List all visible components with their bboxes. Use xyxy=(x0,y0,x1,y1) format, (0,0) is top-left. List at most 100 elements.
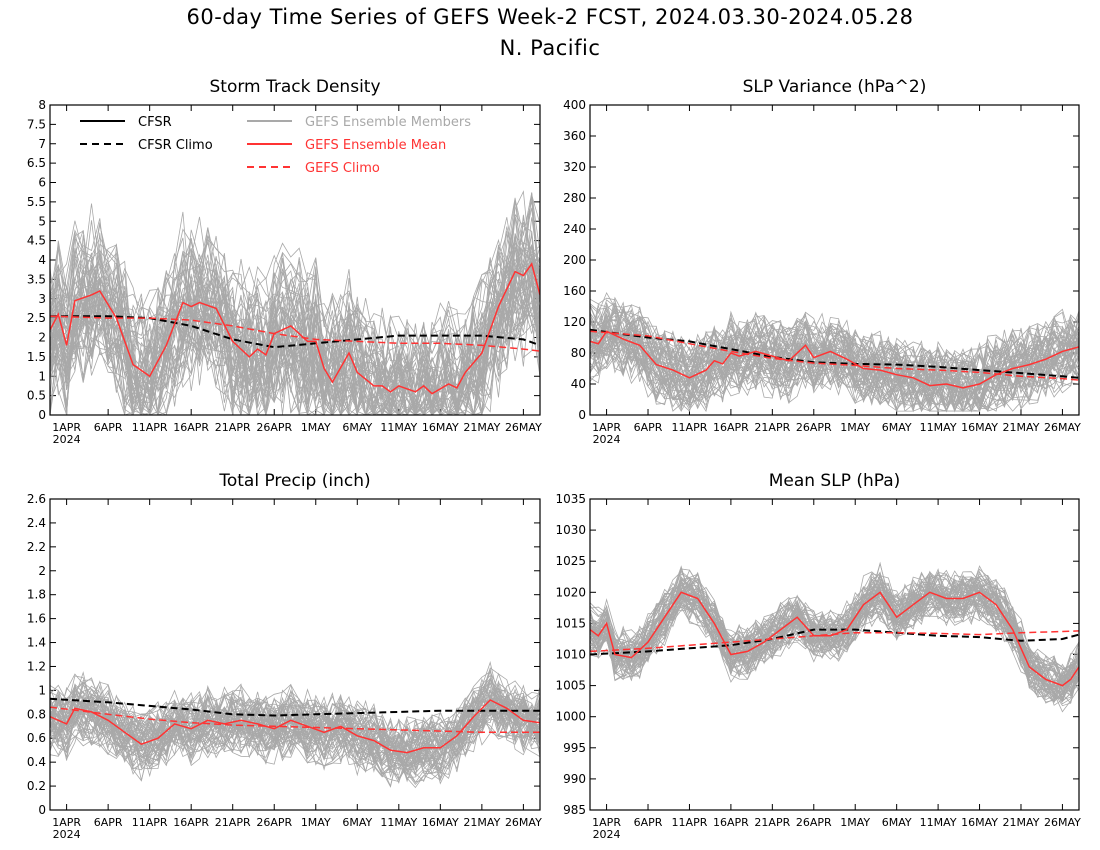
ensemble-member-line xyxy=(50,702,540,788)
x-tick-label: 21MAY xyxy=(463,421,500,434)
y-tick-label: 1.8 xyxy=(27,588,46,602)
series-lines xyxy=(50,697,540,754)
x-tick-label: 16MAY xyxy=(961,816,998,829)
y-tick-label: 1005 xyxy=(555,679,586,693)
x-tick-label: 1MAY xyxy=(301,816,331,829)
plot-frame xyxy=(589,104,1080,416)
x-tick-label: 21APR xyxy=(754,816,790,829)
gefs-climo-line xyxy=(590,630,1079,653)
plot-frame xyxy=(49,104,541,416)
ensemble-members xyxy=(590,561,1079,713)
y-tick-label: 0 xyxy=(38,803,46,817)
ensemble-member-line xyxy=(590,326,1079,413)
x-tick-label: 21APR xyxy=(754,421,790,434)
y-tick-label: 0 xyxy=(578,408,586,422)
x-tick-label: 1APR xyxy=(592,421,621,434)
x-tick-label: 11MAY xyxy=(380,816,417,829)
y-tick-label: 8 xyxy=(38,98,46,112)
y-tick-label: 280 xyxy=(563,191,586,205)
chart-title: Storm Track Density xyxy=(209,77,380,97)
x-tick-label: 11APR xyxy=(132,816,168,829)
x-year-label: 2024 xyxy=(593,828,621,841)
y-tick-label: 120 xyxy=(563,315,586,329)
y-tick-label: 1010 xyxy=(555,648,586,662)
x-tick-label: 11MAY xyxy=(380,421,417,434)
ensemble-member-line xyxy=(50,697,540,771)
x-tick-label: 21MAY xyxy=(1003,816,1040,829)
x-tick-label: 6MAY xyxy=(342,421,372,434)
ensemble-member-line xyxy=(50,690,540,766)
x-tick-label: 11APR xyxy=(672,421,708,434)
y-tick-label: 0.6 xyxy=(27,731,46,745)
legend-cfsr-label: CFSR xyxy=(138,115,172,130)
y-tick-label: 1.2 xyxy=(27,659,46,673)
y-tick-label: 400 xyxy=(563,98,586,112)
ensemble-member-line xyxy=(50,231,540,410)
ensemble-member-line xyxy=(50,211,540,382)
legend-ens-mean-label: GEFS Ensemble Mean xyxy=(305,138,446,153)
x-tick-label: 1MAY xyxy=(301,421,331,434)
chart-panel-3: Total Precip (inch) 0 0.2 0.4 0.6 0.8 1 1.2 1.4 1… xyxy=(27,471,542,841)
gefs-climo-line xyxy=(50,706,540,734)
figure-title-line1: 60-day Time Series of GEFS Week-2 FCST, … xyxy=(186,5,914,29)
y-tick-label: 2.2 xyxy=(27,540,46,554)
y-tick-label: 1 xyxy=(38,683,46,697)
x-tick-label: 6MAY xyxy=(342,816,372,829)
y-tick-label: 0.2 xyxy=(27,779,46,793)
x-tick-label: 16APR xyxy=(173,816,209,829)
ensemble-members xyxy=(590,291,1079,413)
y-tick-label: 990 xyxy=(563,772,586,786)
ensemble-member-line xyxy=(50,255,540,415)
y-tick-label: 2 xyxy=(38,331,46,345)
y-tick-label: 240 xyxy=(563,222,586,236)
x-year-label: 2024 xyxy=(53,828,81,841)
x-tick-label: 26APR xyxy=(796,816,832,829)
y-tick-label: 2.5 xyxy=(27,311,46,325)
ensemble-mean-line xyxy=(50,699,540,754)
ensemble-member-line xyxy=(590,586,1079,700)
x-tick-label: 6MAY xyxy=(882,816,912,829)
x-tick-label: 21APR xyxy=(215,816,251,829)
x-tick-label: 16MAY xyxy=(422,421,459,434)
plot-frame xyxy=(49,498,541,811)
x-tick-label: 11MAY xyxy=(920,421,957,434)
ensemble-member-line xyxy=(50,200,540,397)
ensemble-member-line xyxy=(590,321,1079,395)
cfsr-climo-line xyxy=(590,628,1079,656)
ensemble-member-line xyxy=(50,674,540,752)
y-tick-label: 1.6 xyxy=(27,612,46,626)
ensemble-member-line xyxy=(590,578,1079,701)
x-tick-label: 26MAY xyxy=(505,816,542,829)
y-tick-label: 4.5 xyxy=(27,234,46,248)
y-tick-label: 4 xyxy=(38,253,46,267)
ensemble-member-line xyxy=(50,268,540,415)
y-tick-label: 1000 xyxy=(555,710,586,724)
ensemble-member-line xyxy=(50,697,540,767)
x-tick-label: 16MAY xyxy=(961,421,998,434)
chart-title: Mean SLP (hPa) xyxy=(769,471,901,491)
x-tick-label: 11MAY xyxy=(920,816,957,829)
figure-title-line2: N. Pacific xyxy=(499,36,601,60)
y-tick-label: 1020 xyxy=(555,585,586,599)
ensemble-member-line xyxy=(50,686,540,758)
ensemble-member-line xyxy=(50,672,540,764)
ensemble-member-line xyxy=(50,707,540,783)
y-tick-label: 5.5 xyxy=(27,195,46,209)
gefs-climo-line xyxy=(50,315,540,352)
chart-panel-1: Storm Track Density 0 0.5 1 1.5 2 2.5 3 3.5 4 4.5 5… xyxy=(27,77,542,446)
x-tick-label: 6APR xyxy=(94,816,123,829)
ensemble-member-line xyxy=(50,242,540,415)
y-tick-label: 6.5 xyxy=(27,156,46,170)
x-tick-label: 11APR xyxy=(132,421,168,434)
y-tick-label: 1.4 xyxy=(27,636,46,650)
ensemble-member-line xyxy=(590,315,1079,399)
x-tick-label: 1MAY xyxy=(840,816,870,829)
y-tick-label: 1025 xyxy=(555,554,586,568)
ensemble-member-line xyxy=(50,718,540,778)
x-tick-label: 21APR xyxy=(215,421,251,434)
x-tick-label: 6APR xyxy=(634,816,663,829)
ensemble-members xyxy=(50,190,540,415)
y-tick-label: 200 xyxy=(563,253,586,267)
chart-title: Total Precip (inch) xyxy=(218,471,370,491)
y-tick-label: 3.5 xyxy=(27,272,46,286)
